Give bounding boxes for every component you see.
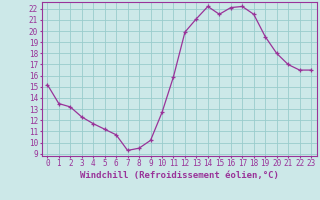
X-axis label: Windchill (Refroidissement éolien,°C): Windchill (Refroidissement éolien,°C) <box>80 171 279 180</box>
